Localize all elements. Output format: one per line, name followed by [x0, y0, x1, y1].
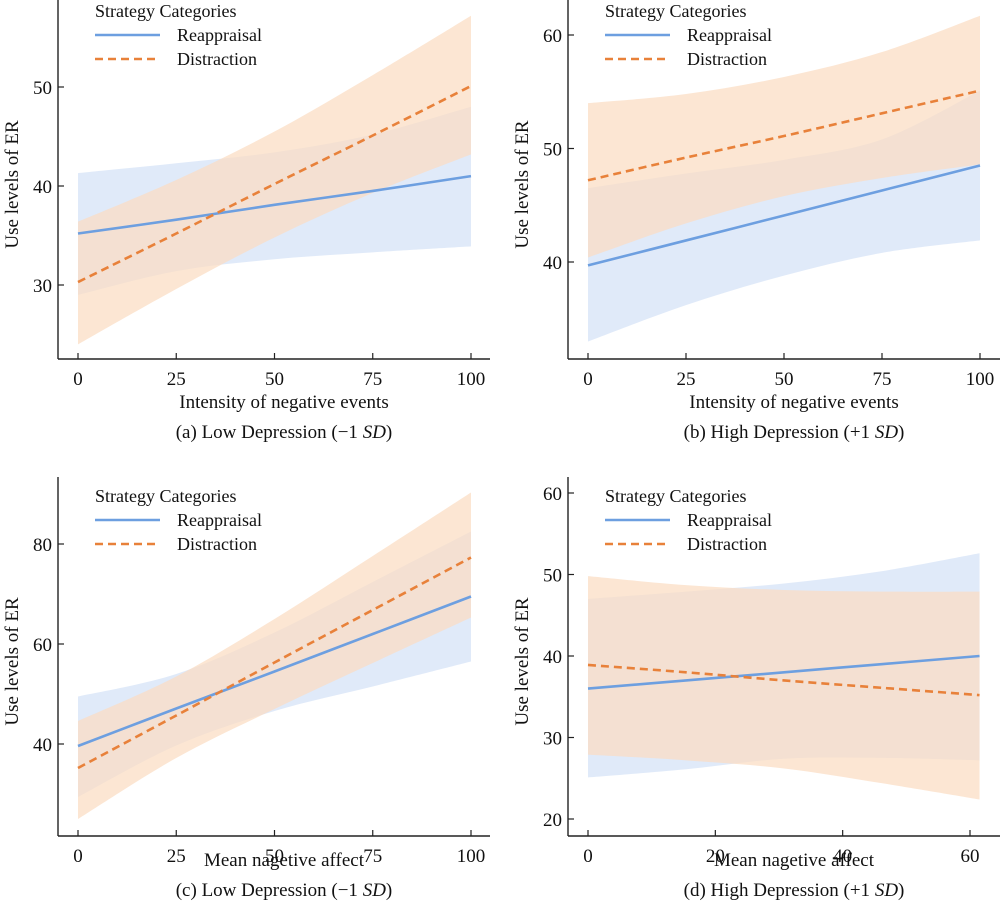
x-tick-label: 25 [677, 369, 696, 390]
y-tick-label: 50 [33, 78, 52, 99]
caption-sd: SD [875, 880, 899, 901]
caption-sd: SD [363, 880, 387, 901]
x-tick-label: 75 [873, 369, 892, 390]
x-tick-label: 0 [73, 369, 83, 390]
y-axis-label: Use levels of ER [512, 597, 533, 726]
x-axis-label: Mean nagetive affect [204, 850, 365, 871]
legend-label-reappraisal: Reappraisal [177, 25, 262, 45]
y-tick-label: 40 [33, 177, 52, 198]
panel-caption: (c) Low Depression (−1 SD) [176, 880, 393, 901]
ci-band-distraction [78, 492, 471, 819]
panel-c: 0 25 50 75 100 40 60 80 Mean nagetive affect Use … [2, 477, 490, 901]
legend: Strategy Categories Reappraisal Distractio… [605, 486, 772, 554]
y-tick-label: 60 [543, 484, 562, 505]
caption-prefix: (d) High Depression (+1 [684, 880, 875, 901]
caption-prefix: (c) Low Depression (−1 [176, 880, 363, 901]
legend-label-reappraisal: Reappraisal [687, 25, 772, 45]
caption-sd: SD [363, 422, 387, 443]
y-axis-label: Use levels of ER [512, 120, 533, 249]
y-tick-label: 30 [543, 729, 562, 750]
x-tick-label: 20 [706, 846, 725, 867]
y-tick-label: 50 [543, 566, 562, 587]
x-tick-label: 100 [966, 369, 995, 390]
x-axis-label: Mean nagetive affect [714, 850, 875, 871]
x-tick-label: 25 [167, 846, 186, 867]
x-tick-label: 75 [363, 846, 382, 867]
ci-band-distraction [78, 15, 471, 345]
line-reappraisal [587, 654, 980, 690]
y-tick-label: 60 [33, 635, 52, 656]
caption-prefix: (a) Low Depression (−1 [176, 422, 363, 443]
x-tick-label: 50 [265, 369, 284, 390]
line-reappraisal [587, 164, 981, 267]
legend: Strategy Categories Reappraisal Distractio… [605, 1, 772, 69]
y-tick-label: 30 [33, 276, 52, 297]
x-tick-label: 0 [73, 846, 83, 867]
caption-sd: SD [875, 422, 899, 443]
y-tick-label: 40 [543, 647, 562, 668]
legend-label-reappraisal: Reappraisal [687, 510, 772, 530]
legend-label-distraction: Distraction [687, 534, 767, 554]
legend: Strategy Categories Reappraisal Distractio… [95, 486, 262, 554]
legend-title: Strategy Categories [605, 1, 746, 21]
y-tick-label: 40 [543, 253, 562, 274]
legend-label-distraction: Distraction [177, 49, 257, 69]
y-axis-label: Use levels of ER [2, 120, 23, 249]
line-distraction [77, 84, 472, 284]
caption-prefix: (b) High Depression (+1 [684, 422, 875, 443]
x-tick-label: 50 [265, 846, 284, 867]
line-distraction [77, 556, 472, 770]
legend-label-distraction: Distraction [687, 49, 767, 69]
panel-caption: (b) High Depression (+1 SD) [684, 422, 905, 443]
x-tick-label: 0 [583, 846, 593, 867]
legend-title: Strategy Categories [95, 486, 236, 506]
legend-label-reappraisal: Reappraisal [177, 510, 262, 530]
y-tick-label: 50 [543, 140, 562, 161]
x-tick-label: 0 [583, 369, 593, 390]
x-tick-label: 100 [457, 369, 486, 390]
y-tick-label: 80 [33, 535, 52, 556]
line-distraction [587, 89, 981, 182]
line-reappraisal [77, 174, 472, 235]
x-tick-label: 50 [775, 369, 794, 390]
legend-title: Strategy Categories [95, 1, 236, 21]
caption-suffix: ) [898, 422, 904, 443]
x-tick-label: 100 [457, 846, 486, 867]
x-tick-label: 75 [363, 369, 382, 390]
legend: Strategy Categories Reappraisal Distractio… [95, 1, 262, 69]
y-tick-label: 20 [543, 810, 562, 831]
panel-d: 0 20 40 60 20 30 40 50 60 Mean nagetive affect Use… [512, 477, 1000, 901]
caption-suffix: ) [386, 422, 392, 443]
y-axis-label: Use levels of ER [2, 597, 23, 726]
y-tick-label: 40 [33, 735, 52, 756]
caption-suffix: ) [898, 880, 904, 901]
line-distraction [587, 663, 980, 697]
x-axis-label: Intensity of negative events [689, 392, 898, 413]
legend-title: Strategy Categories [605, 486, 746, 506]
line-reappraisal [77, 595, 472, 748]
x-tick-label: 60 [961, 846, 980, 867]
panel-caption: (d) High Depression (+1 SD) [684, 880, 905, 901]
x-axis-label: Intensity of negative events [179, 392, 388, 413]
legend-label-distraction: Distraction [177, 534, 257, 554]
x-tick-label: 25 [167, 369, 186, 390]
y-tick-label: 60 [543, 26, 562, 47]
panel-b: 0 25 50 75 100 40 50 60 Intensity of negative ev… [512, 0, 1000, 443]
caption-suffix: ) [386, 880, 392, 901]
x-tick-label: 40 [833, 846, 852, 867]
ci-band-distraction [588, 576, 980, 800]
panel-caption: (a) Low Depression (−1 SD) [176, 422, 393, 443]
